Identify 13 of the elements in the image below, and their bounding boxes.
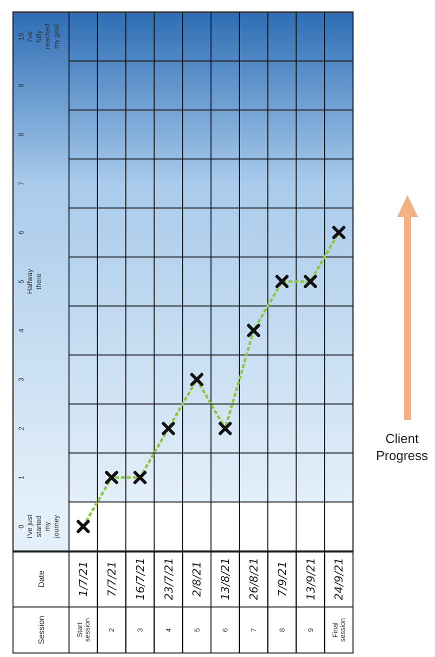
text: Session xyxy=(36,616,46,644)
text: 13/9/21 xyxy=(304,558,318,600)
text: Date xyxy=(36,570,46,588)
text: 26/8/21 xyxy=(247,558,260,600)
text: 7/7/21 xyxy=(105,561,118,597)
text: 1/7/21 xyxy=(77,561,90,597)
text: 2/8/21 xyxy=(190,561,204,597)
text: 13/8/21 xyxy=(219,558,232,600)
text: 16/7/21 xyxy=(134,558,147,600)
text: 24/9/21 xyxy=(332,558,346,600)
text: Client Progress xyxy=(376,431,429,463)
text: 7/9/21 xyxy=(276,561,289,597)
text: 23/7/21 xyxy=(162,558,176,600)
